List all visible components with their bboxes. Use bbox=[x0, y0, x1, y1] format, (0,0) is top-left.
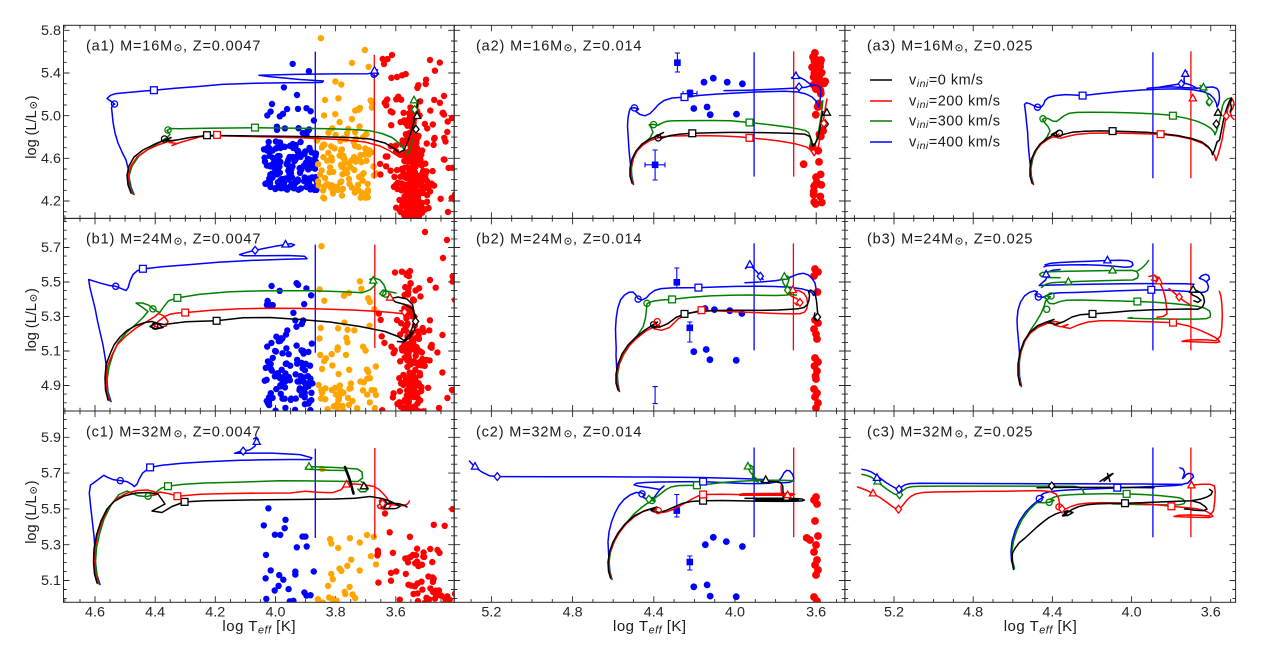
svg-text:vini=0 km/s: vini=0 km/s bbox=[909, 73, 983, 90]
svg-text:5.3: 5.3 bbox=[41, 537, 61, 552]
svg-text:4.8: 4.8 bbox=[563, 605, 583, 620]
svg-text:5.7: 5.7 bbox=[41, 466, 61, 481]
svg-text:): ) bbox=[24, 288, 40, 293]
svg-text:(a3) M=16M: (a3) M=16M bbox=[867, 38, 954, 54]
svg-text:4.4: 4.4 bbox=[1042, 605, 1063, 620]
svg-text:): ) bbox=[24, 480, 40, 485]
svg-text:vini=400 km/s: vini=400 km/s bbox=[909, 135, 1001, 152]
svg-text:log Teff [K]: log Teff [K] bbox=[613, 618, 687, 637]
svg-text:4.0: 4.0 bbox=[266, 605, 286, 620]
svg-text:log (L/L: log (L/L bbox=[24, 303, 40, 351]
svg-text:, Z=0.014: , Z=0.014 bbox=[573, 232, 642, 248]
svg-text:4.6: 4.6 bbox=[41, 151, 61, 166]
svg-text:vini=200 km/s: vini=200 km/s bbox=[909, 94, 1001, 111]
svg-text:5.5: 5.5 bbox=[41, 275, 61, 290]
svg-text:, Z=0.025: , Z=0.025 bbox=[964, 232, 1033, 248]
svg-text:log Teff [K]: log Teff [K] bbox=[222, 618, 296, 637]
svg-text:, Z=0.0047: , Z=0.0047 bbox=[183, 38, 261, 54]
svg-text:(b2) M=24M: (b2) M=24M bbox=[476, 232, 563, 248]
svg-text:5.2: 5.2 bbox=[884, 605, 904, 620]
svg-text:5.0: 5.0 bbox=[41, 108, 61, 123]
svg-text:4.0: 4.0 bbox=[725, 605, 745, 620]
svg-text:(b3) M=24M: (b3) M=24M bbox=[867, 232, 954, 248]
svg-text:4.2: 4.2 bbox=[205, 605, 225, 620]
svg-text:4.4: 4.4 bbox=[644, 605, 665, 620]
svg-text:(a2) M=16M: (a2) M=16M bbox=[476, 38, 563, 54]
svg-text:(a1) M=16M: (a1) M=16M bbox=[86, 38, 173, 54]
svg-text:5.5: 5.5 bbox=[41, 502, 61, 517]
svg-text:, Z=0.0047: , Z=0.0047 bbox=[183, 424, 261, 440]
svg-text:5.7: 5.7 bbox=[41, 240, 61, 255]
svg-text:log (L/L: log (L/L bbox=[24, 110, 40, 158]
svg-text:log (L/L: log (L/L bbox=[24, 495, 40, 543]
svg-text:, Z=0.014: , Z=0.014 bbox=[573, 38, 642, 54]
svg-text:5.8: 5.8 bbox=[41, 23, 61, 38]
svg-text:4.4: 4.4 bbox=[145, 605, 166, 620]
svg-text:): ) bbox=[24, 95, 40, 100]
svg-text:3.6: 3.6 bbox=[386, 605, 406, 620]
svg-text:(b1) M=24M: (b1) M=24M bbox=[86, 232, 173, 248]
svg-text:vini=300 km/s: vini=300 km/s bbox=[909, 114, 1001, 131]
svg-text:5.3: 5.3 bbox=[41, 309, 61, 324]
svg-text:, Z=0.025: , Z=0.025 bbox=[964, 38, 1033, 54]
svg-text:4.0: 4.0 bbox=[1122, 605, 1142, 620]
svg-text:4.2: 4.2 bbox=[41, 194, 61, 209]
svg-text:5.4: 5.4 bbox=[41, 66, 62, 81]
svg-text:4.6: 4.6 bbox=[85, 605, 105, 620]
svg-text:3.8: 3.8 bbox=[326, 605, 346, 620]
svg-text:5.9: 5.9 bbox=[41, 430, 61, 445]
svg-text:3.6: 3.6 bbox=[806, 605, 826, 620]
svg-text:log Teff [K]: log Teff [K] bbox=[1004, 618, 1078, 637]
svg-text:5.1: 5.1 bbox=[41, 344, 61, 359]
svg-text:, Z=0.014: , Z=0.014 bbox=[573, 424, 642, 440]
svg-text:4.8: 4.8 bbox=[963, 605, 983, 620]
svg-text:5.2: 5.2 bbox=[481, 605, 501, 620]
svg-text:(c2) M=32M: (c2) M=32M bbox=[476, 424, 562, 440]
svg-text:(c3) M=32M: (c3) M=32M bbox=[867, 424, 953, 440]
svg-text:5.1: 5.1 bbox=[41, 573, 61, 588]
svg-text:, Z=0.025: , Z=0.025 bbox=[964, 424, 1033, 440]
svg-text:4.9: 4.9 bbox=[41, 378, 61, 393]
svg-text:(c1) M=32M: (c1) M=32M bbox=[86, 424, 172, 440]
svg-text:, Z=0.0047: , Z=0.0047 bbox=[183, 232, 261, 248]
svg-text:3.6: 3.6 bbox=[1201, 605, 1221, 620]
